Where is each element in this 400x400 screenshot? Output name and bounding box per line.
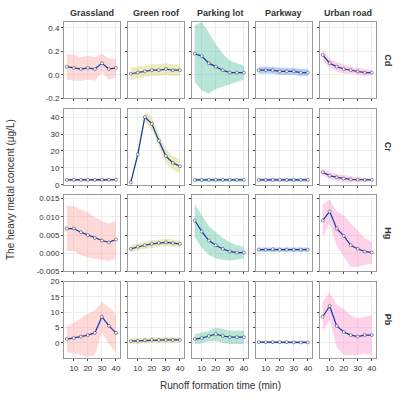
svg-text:10: 10 (261, 364, 270, 373)
svg-text:30: 30 (353, 364, 362, 373)
svg-text:30: 30 (289, 364, 298, 373)
svg-text:10: 10 (197, 364, 206, 373)
svg-text:5: 5 (55, 323, 60, 332)
svg-text:10: 10 (69, 364, 78, 373)
svg-text:Urban road: Urban road (324, 8, 372, 18)
svg-text:10: 10 (50, 164, 59, 173)
svg-text:30: 30 (161, 364, 170, 373)
svg-text:Pb: Pb (383, 314, 393, 326)
svg-text:20: 20 (275, 364, 284, 373)
svg-text:40: 40 (239, 364, 248, 373)
svg-text:The heavy metal concent (μg/L): The heavy metal concent (μg/L) (5, 119, 16, 260)
svg-text:0.2: 0.2 (48, 47, 60, 56)
svg-text:-0.005: -0.005 (37, 267, 60, 276)
svg-text:30: 30 (225, 364, 234, 373)
svg-text:0: 0 (55, 339, 60, 348)
svg-text:30: 30 (97, 364, 106, 373)
svg-text:20: 20 (83, 364, 92, 373)
svg-text:Hg: Hg (383, 227, 393, 239)
svg-text:0.010: 0.010 (39, 213, 60, 222)
svg-text:Green roof: Green roof (133, 8, 180, 18)
svg-text:Cd: Cd (383, 54, 393, 66)
svg-text:0.4: 0.4 (48, 24, 60, 33)
svg-text:20: 20 (147, 364, 156, 373)
svg-text:40: 40 (111, 364, 120, 373)
svg-text:20: 20 (339, 364, 348, 373)
svg-text:10: 10 (50, 308, 59, 317)
svg-text:30: 30 (50, 130, 59, 139)
svg-text:0.000: 0.000 (39, 249, 60, 258)
svg-text:Parkway: Parkway (265, 8, 302, 18)
svg-text:-0.2: -0.2 (46, 94, 60, 103)
svg-text:Cr: Cr (383, 142, 393, 152)
svg-text:10: 10 (325, 364, 334, 373)
svg-text:Runoff formation time (min): Runoff formation time (min) (160, 380, 281, 391)
svg-text:Parking lot: Parking lot (197, 8, 244, 18)
svg-text:40: 40 (175, 364, 184, 373)
svg-text:40: 40 (50, 113, 59, 122)
svg-text:40: 40 (303, 364, 312, 373)
svg-text:0.0: 0.0 (48, 71, 60, 80)
svg-text:20: 20 (50, 147, 59, 156)
svg-text:10: 10 (133, 364, 142, 373)
svg-text:0: 0 (55, 181, 60, 190)
svg-text:15: 15 (50, 293, 59, 302)
svg-text:0.015: 0.015 (39, 194, 60, 203)
svg-text:0.005: 0.005 (39, 231, 60, 240)
svg-text:20: 20 (50, 277, 59, 286)
svg-text:20: 20 (211, 364, 220, 373)
svg-text:40: 40 (367, 364, 376, 373)
svg-text:Grassland: Grassland (70, 8, 114, 18)
